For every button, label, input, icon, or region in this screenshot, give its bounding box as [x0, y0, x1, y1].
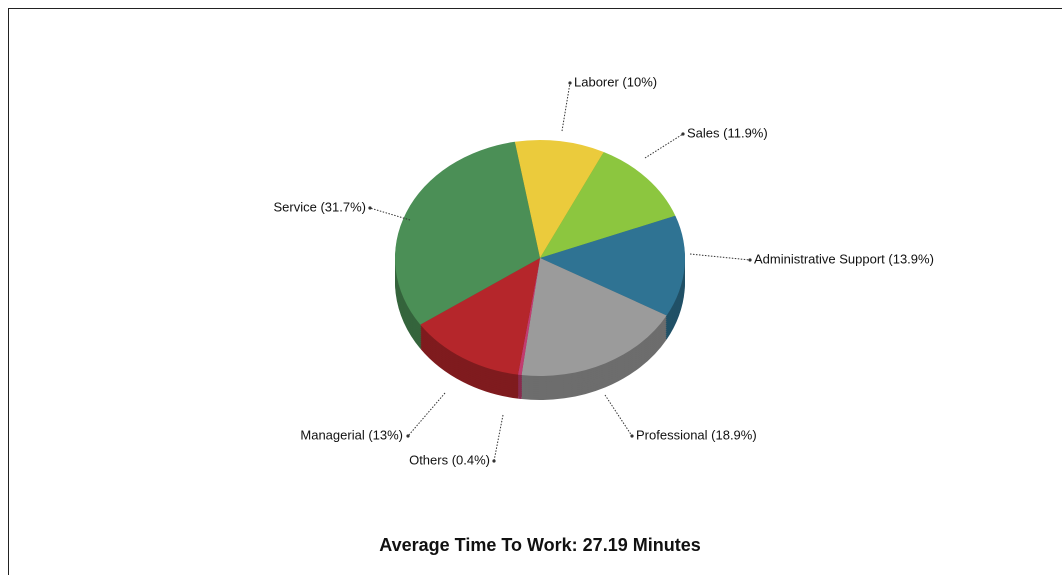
- slice-label: Laborer (10%): [574, 74, 657, 89]
- slice: [540, 215, 686, 316]
- slice-label: Administrative Support (13.9%): [754, 251, 934, 266]
- leader-dot: [748, 258, 752, 262]
- slice: [514, 139, 604, 258]
- slice: [517, 258, 540, 376]
- pie: [394, 139, 686, 400]
- leader-dot: [568, 81, 572, 85]
- leader-line: [493, 414, 504, 462]
- slice-label: Service (31.7%): [274, 199, 366, 214]
- slice: [521, 258, 667, 376]
- slice: [394, 141, 540, 325]
- leader-dot: [630, 434, 634, 438]
- leader-line: [689, 253, 751, 261]
- slice-label: Sales (11.9%): [687, 125, 768, 140]
- leader-line: [369, 207, 411, 221]
- slice: [420, 258, 540, 375]
- chart-title: Average Time To Work: 27.19 Minutes: [379, 535, 700, 555]
- leader-dot: [406, 434, 410, 438]
- leader-dot: [681, 132, 685, 136]
- leader-line: [644, 133, 684, 159]
- slice: [540, 152, 676, 258]
- leader-line: [604, 394, 633, 437]
- labels: Laborer (10%) Sales (11.9%) Administrative…: [274, 74, 934, 467]
- slice-label: Professional (18.9%): [636, 427, 757, 442]
- slice-label: Others (0.4%): [409, 452, 490, 467]
- leader-line: [561, 82, 571, 132]
- leader-line: [407, 392, 446, 437]
- leader-dot: [368, 206, 372, 210]
- slice-label: Managerial (13%): [300, 427, 403, 442]
- leader-dot: [492, 459, 496, 463]
